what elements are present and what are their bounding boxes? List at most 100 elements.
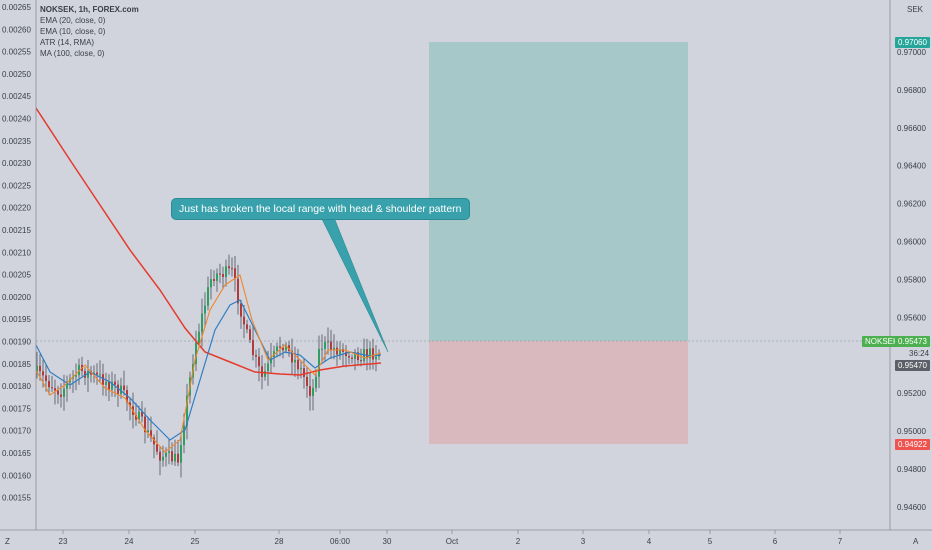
indicator-ma100[interactable]: MA (100, close, 0): [40, 49, 105, 58]
left-axis-tick: 0.00175: [2, 404, 31, 413]
candle-body: [135, 414, 137, 420]
target-zone[interactable]: [429, 42, 688, 341]
candle-body: [63, 388, 65, 397]
stop-zone[interactable]: [429, 341, 688, 444]
candle-body: [318, 349, 320, 377]
candle-body: [168, 451, 170, 453]
time-axis-tick: 5: [708, 537, 713, 546]
annotation-callout[interactable]: Just has broken the local range with hea…: [171, 198, 470, 220]
candle-body: [240, 303, 242, 317]
left-axis-tick: 0.00220: [2, 204, 31, 213]
chart-legend: NOKSEK, 1h, FOREX.com EMA (20, close, 0)…: [40, 4, 139, 59]
symbol-tag: NOKSEK: [862, 336, 902, 347]
candle-body: [153, 437, 155, 445]
candle-body: [324, 342, 326, 349]
candle-body: [249, 329, 251, 340]
candle-body: [354, 352, 356, 359]
time-axis-tick: 25: [191, 537, 200, 546]
candle-body: [297, 359, 299, 370]
candle-body: [228, 266, 230, 269]
left-axis-tick: 0.00260: [2, 25, 31, 34]
left-axis-tick: 0.00230: [2, 159, 31, 168]
candle-body: [183, 425, 185, 446]
candle-body: [66, 382, 68, 389]
candle-body: [210, 279, 212, 288]
left-axis-tick: 0.00180: [2, 382, 31, 391]
candle-body: [48, 380, 50, 388]
right-axis-tick: 0.96600: [897, 124, 926, 133]
currency-label: SEK: [907, 5, 924, 14]
candle-body: [147, 430, 149, 433]
indicator-ema20[interactable]: EMA (20, close, 0): [40, 16, 106, 25]
candle-body: [36, 365, 38, 372]
left-axis-tick: 0.00160: [2, 471, 31, 480]
candle-body: [315, 376, 317, 388]
candle-body: [57, 390, 59, 395]
candle-body: [282, 347, 284, 351]
candle-body: [54, 388, 56, 391]
candle-body: [333, 347, 335, 350]
candle-body: [237, 278, 239, 304]
left-axis-tick: 0.00225: [2, 181, 31, 190]
candle-body: [99, 374, 101, 376]
axis-corner-right[interactable]: A: [913, 537, 919, 546]
candle-body: [288, 345, 290, 351]
right-axis-tick: 0.95000: [897, 427, 926, 436]
time-axis-tick: 4: [647, 537, 652, 546]
axis-corner-left[interactable]: Z: [5, 537, 10, 546]
ma100-line: [35, 107, 382, 376]
candle-body: [60, 394, 62, 397]
candle-body: [312, 387, 314, 396]
time-axis-tick: 7: [838, 537, 843, 546]
right-price-axis: 0.97000 0.96800 0.96600 0.96400 0.96200 0.960…: [897, 48, 926, 512]
ema20-line: [35, 299, 382, 441]
candle-body: [306, 376, 308, 387]
candle-body: [96, 372, 98, 375]
last-price-tag: 0.95473: [895, 336, 930, 347]
candle-body: [180, 445, 182, 463]
target-price-tag: 0.97060: [895, 37, 930, 48]
candle-body: [177, 453, 179, 463]
candle-body: [357, 352, 359, 361]
candle-body: [150, 430, 152, 438]
right-axis-tick: 0.96800: [897, 86, 926, 95]
candle-body: [159, 451, 161, 461]
time-axis: 23 24 25 28 06:00 30 Oct 2 3 4 5 6 7: [59, 530, 843, 546]
right-axis-tick: 0.94600: [897, 503, 926, 512]
candle-body: [198, 331, 200, 343]
candle-body: [108, 381, 110, 390]
candle-body: [309, 386, 311, 396]
left-axis-tick: 0.00165: [2, 449, 31, 458]
indicator-ema10[interactable]: EMA (10, close, 0): [40, 27, 106, 36]
time-axis-tick: 24: [125, 537, 134, 546]
time-axis-tick: 28: [275, 537, 284, 546]
left-axis-tick: 0.00250: [2, 70, 31, 79]
candle-body: [339, 349, 341, 355]
candle-body: [105, 381, 107, 385]
candle-body: [84, 370, 86, 378]
candle-body: [222, 274, 224, 277]
candle-body: [114, 381, 116, 385]
candle-body: [258, 356, 260, 367]
secondary-price-tag: 0.95470: [895, 360, 930, 371]
candle-body: [285, 345, 287, 351]
candle-body: [345, 351, 347, 357]
candle-body: [213, 279, 215, 281]
candle-body: [51, 387, 53, 389]
countdown-tag: 36:24: [909, 349, 930, 358]
ema10-line: [35, 274, 382, 453]
indicator-atr[interactable]: ATR (14, RMA): [40, 38, 95, 47]
time-axis-tick: 23: [59, 537, 68, 546]
left-axis-tick: 0.00265: [2, 3, 31, 12]
candle-body: [330, 341, 332, 350]
candle-body: [327, 341, 329, 343]
left-axis-tick: 0.00190: [2, 338, 31, 347]
candle-body: [225, 266, 227, 277]
candle-body: [102, 374, 104, 385]
candle-body: [123, 385, 125, 391]
left-axis-tick: 0.00205: [2, 271, 31, 280]
candle-body: [270, 356, 272, 364]
candle-body: [216, 273, 218, 281]
candle-body: [201, 313, 203, 332]
